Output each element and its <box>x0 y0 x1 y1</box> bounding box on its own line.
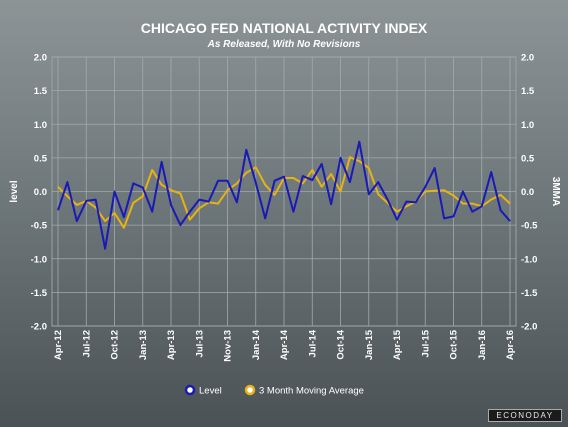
legend-label-3-month-moving-average: 3 Month Moving Average <box>259 386 364 397</box>
y-tick-label-left: -1.0 <box>31 254 47 265</box>
x-tick-label: Oct-15 <box>449 329 460 359</box>
x-tick-label: Apr-14 <box>279 329 290 360</box>
x-tick-label: Apr-13 <box>166 330 177 360</box>
chart-title: CHICAGO FED NATIONAL ACTIVITY INDEX <box>141 20 428 36</box>
x-tick-label: Apr-16 <box>505 330 516 360</box>
y-tick-label-right: -1.0 <box>521 254 537 265</box>
x-tick-label: Apr-15 <box>392 329 403 360</box>
econoday-logo: ECONODAY <box>488 409 562 422</box>
y-tick-label-left: 1.5 <box>34 86 48 97</box>
y-tick-label-right: 0.5 <box>521 153 535 164</box>
y-tick-label-left: 2.0 <box>34 53 47 64</box>
y-tick-label-right: -2.0 <box>521 322 537 333</box>
y-tick-label-right: -0.5 <box>521 221 538 232</box>
y-tick-label-right: -1.5 <box>521 288 538 299</box>
y-tick-label-left: -1.5 <box>31 288 48 299</box>
x-tick-label: Nov-13 <box>223 330 234 362</box>
x-tick-label: Jul-12 <box>81 330 92 357</box>
x-tick-label: Jan-16 <box>477 330 488 360</box>
legend-marker-level <box>184 384 196 396</box>
y-tick-label-right: 1.0 <box>521 120 534 131</box>
x-tick-label: Jan-13 <box>138 330 149 360</box>
y-axis-label-right: 3MMA <box>550 177 561 206</box>
chart-subtitle: As Released, With No Revisions <box>207 39 361 50</box>
x-tick-label: Apr-12 <box>53 330 64 360</box>
x-tick-label: Oct-12 <box>110 330 121 360</box>
x-tick-label: Jan-15 <box>364 329 375 360</box>
y-tick-label-right: 0.0 <box>521 187 534 198</box>
legend-marker-3-month-moving-average <box>244 384 256 396</box>
y-tick-label-right: 1.5 <box>521 86 535 97</box>
x-tick-label: Oct-14 <box>336 329 347 359</box>
y-tick-label-left: -2.0 <box>31 322 47 333</box>
x-tick-label: Jul-14 <box>307 329 318 357</box>
y-tick-label-left: 1.0 <box>34 120 47 131</box>
x-tick-label: Jan-14 <box>251 329 262 360</box>
legend-label-level: Level <box>199 386 222 397</box>
y-tick-label-left: 0.0 <box>34 187 47 198</box>
series-line-level <box>57 140 511 250</box>
y-tick-label-right: 2.0 <box>521 53 534 64</box>
y-tick-label-left: -0.5 <box>31 221 48 232</box>
y-tick-label-left: 0.5 <box>34 153 48 164</box>
x-tick-label: Jul-15 <box>420 329 431 357</box>
x-tick-label: Jul-13 <box>194 330 205 357</box>
y-axis-label-left: level <box>9 180 20 202</box>
